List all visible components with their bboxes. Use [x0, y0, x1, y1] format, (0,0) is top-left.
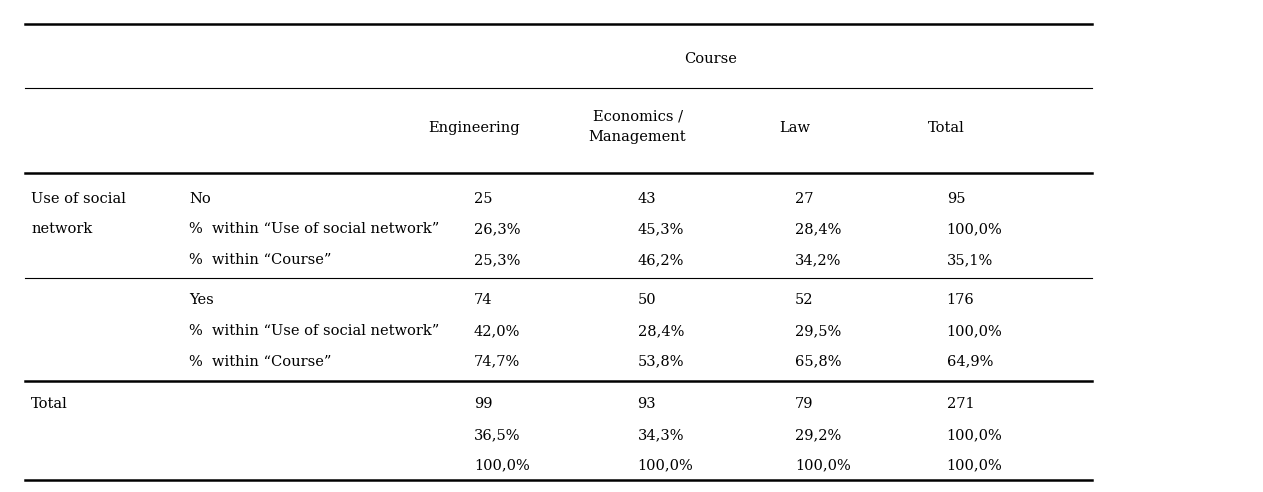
Text: %  within “Use of social network”: % within “Use of social network” — [189, 324, 440, 338]
Text: 100,0%: 100,0% — [638, 459, 693, 473]
Text: %  within “Use of social network”: % within “Use of social network” — [189, 222, 440, 237]
Text: 34,3%: 34,3% — [638, 428, 685, 442]
Text: 99: 99 — [474, 397, 493, 411]
Text: Total: Total — [928, 121, 965, 135]
Text: 100,0%: 100,0% — [947, 324, 1003, 338]
Text: Management: Management — [589, 130, 686, 144]
Text: 93: 93 — [638, 397, 657, 411]
Text: 271: 271 — [947, 397, 974, 411]
Text: 65,8%: 65,8% — [796, 355, 841, 369]
Text: 95: 95 — [947, 192, 965, 206]
Text: 36,5%: 36,5% — [474, 428, 520, 442]
Text: 100,0%: 100,0% — [947, 459, 1003, 473]
Text: 52: 52 — [796, 293, 813, 308]
Text: 74: 74 — [474, 293, 493, 308]
Text: 28,4%: 28,4% — [796, 222, 841, 237]
Text: Engineering: Engineering — [428, 121, 519, 135]
Text: 25,3%: 25,3% — [474, 253, 520, 267]
Text: 35,1%: 35,1% — [947, 253, 993, 267]
Text: No: No — [189, 192, 211, 206]
Text: 100,0%: 100,0% — [796, 459, 851, 473]
Text: 29,2%: 29,2% — [796, 428, 841, 442]
Text: 100,0%: 100,0% — [947, 222, 1003, 237]
Text: Course: Course — [683, 53, 736, 66]
Text: 79: 79 — [796, 397, 813, 411]
Text: 42,0%: 42,0% — [474, 324, 520, 338]
Text: Use of social: Use of social — [32, 192, 126, 206]
Text: 26,3%: 26,3% — [474, 222, 520, 237]
Text: Yes: Yes — [189, 293, 213, 308]
Text: 176: 176 — [947, 293, 975, 308]
Text: 64,9%: 64,9% — [947, 355, 993, 369]
Text: 46,2%: 46,2% — [638, 253, 685, 267]
Text: 53,8%: 53,8% — [638, 355, 685, 369]
Text: Total: Total — [32, 397, 68, 411]
Text: 28,4%: 28,4% — [638, 324, 685, 338]
Text: Economics /: Economics / — [592, 109, 682, 123]
Text: %  within “Course”: % within “Course” — [189, 355, 331, 369]
Text: network: network — [32, 222, 92, 237]
Text: 45,3%: 45,3% — [638, 222, 685, 237]
Text: 100,0%: 100,0% — [474, 459, 529, 473]
Text: 34,2%: 34,2% — [796, 253, 841, 267]
Text: 74,7%: 74,7% — [474, 355, 520, 369]
Text: 43: 43 — [638, 192, 657, 206]
Text: %  within “Course”: % within “Course” — [189, 253, 331, 267]
Text: 27: 27 — [796, 192, 813, 206]
Text: 100,0%: 100,0% — [947, 428, 1003, 442]
Text: 29,5%: 29,5% — [796, 324, 841, 338]
Text: Law: Law — [779, 121, 811, 135]
Text: 25: 25 — [474, 192, 493, 206]
Text: 50: 50 — [638, 293, 657, 308]
